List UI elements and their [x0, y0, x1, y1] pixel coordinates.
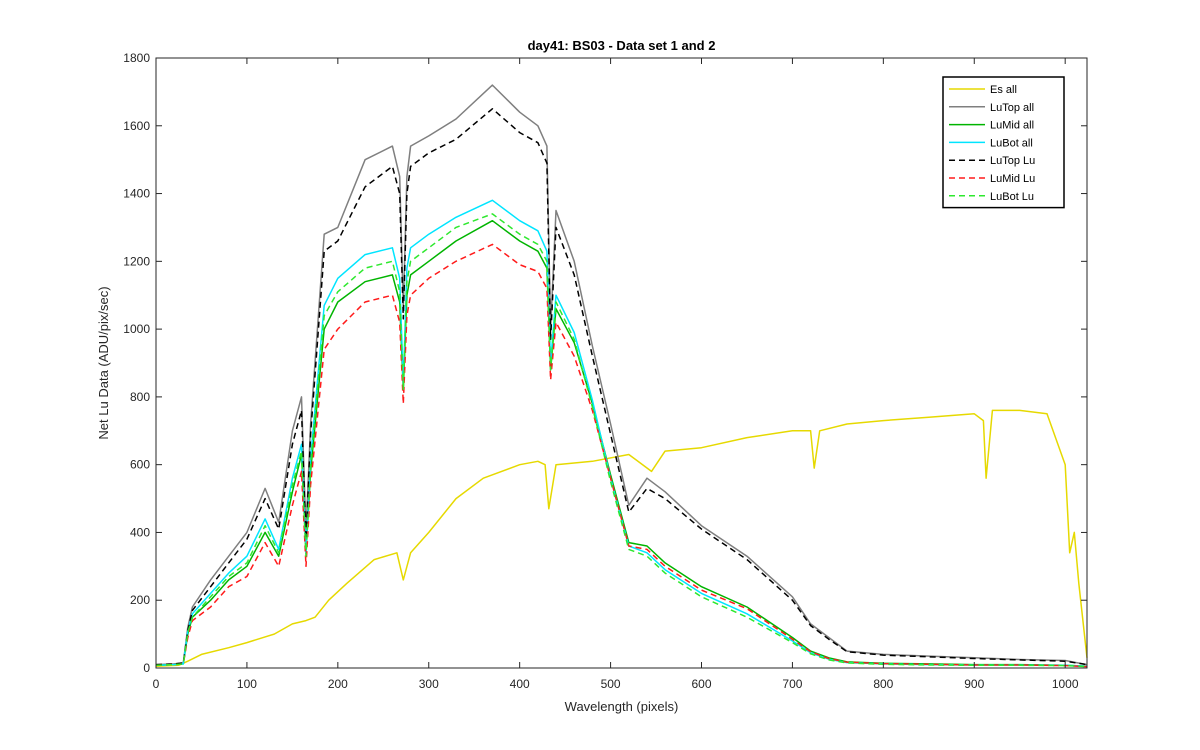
series-line-4 [155, 199, 1088, 668]
legend-label: LuTop Lu [990, 155, 1035, 167]
x-tick-label: 400 [510, 677, 530, 691]
series-line-3 [155, 219, 1088, 668]
x-tick-label: 1000 [1052, 677, 1079, 691]
plot-background [156, 58, 1087, 668]
y-axis-label: Net Lu Data (ADU/pix/sec) [96, 286, 111, 439]
x-tick-label: 900 [964, 677, 984, 691]
y-tick-label: 1600 [123, 119, 150, 133]
y-axis: 0 200 400 600 800 1000 1200 1400 1600 1800 [123, 51, 1087, 675]
y-tick-label: 1400 [123, 187, 150, 201]
legend-label: LuMid Lu [990, 173, 1035, 185]
chart-title: day41: BS03 - Data set 1 and 2 [528, 38, 716, 53]
legend-label: LuBot all [990, 137, 1033, 149]
axes-box [155, 57, 1088, 669]
legend-label: LuTop all [990, 102, 1034, 114]
series-line-5 [155, 108, 1088, 666]
x-tick-label: 0 [153, 677, 160, 691]
legend-label: LuMid all [990, 120, 1034, 132]
x-axis-label: Wavelength (pixels) [565, 699, 679, 714]
x-tick-label: 300 [419, 677, 439, 691]
y-tick-label: 200 [130, 593, 150, 607]
series-line-1 [155, 409, 1088, 668]
y-tick-label: 600 [130, 458, 150, 472]
y-tick-label: 0 [143, 661, 150, 675]
legend-label: Es all [990, 84, 1017, 96]
legend-label: LuBot Lu [990, 191, 1034, 203]
x-tick-label: 200 [328, 677, 348, 691]
y-tick-label: 1200 [123, 254, 150, 268]
x-tick-label: 700 [782, 677, 802, 691]
x-tick-label: 500 [601, 677, 621, 691]
plot-area [155, 57, 1088, 669]
x-axis: 0 100 200 300 400 500 600 700 800 900 1000 [153, 58, 1079, 691]
legend: Es all LuTop all LuMid all LuBot all LuTop L… [942, 76, 1065, 209]
y-tick-label: 1000 [123, 322, 150, 336]
series-line-7 [155, 213, 1088, 668]
y-tick-label: 400 [130, 525, 150, 539]
y-tick-label: 1800 [123, 51, 150, 65]
series-line-2 [155, 84, 1088, 666]
x-tick-label: 600 [691, 677, 711, 691]
series-line-6 [155, 243, 1088, 668]
y-tick-label: 800 [130, 390, 150, 404]
x-tick-label: 800 [873, 677, 893, 691]
x-tick-label: 100 [237, 677, 257, 691]
